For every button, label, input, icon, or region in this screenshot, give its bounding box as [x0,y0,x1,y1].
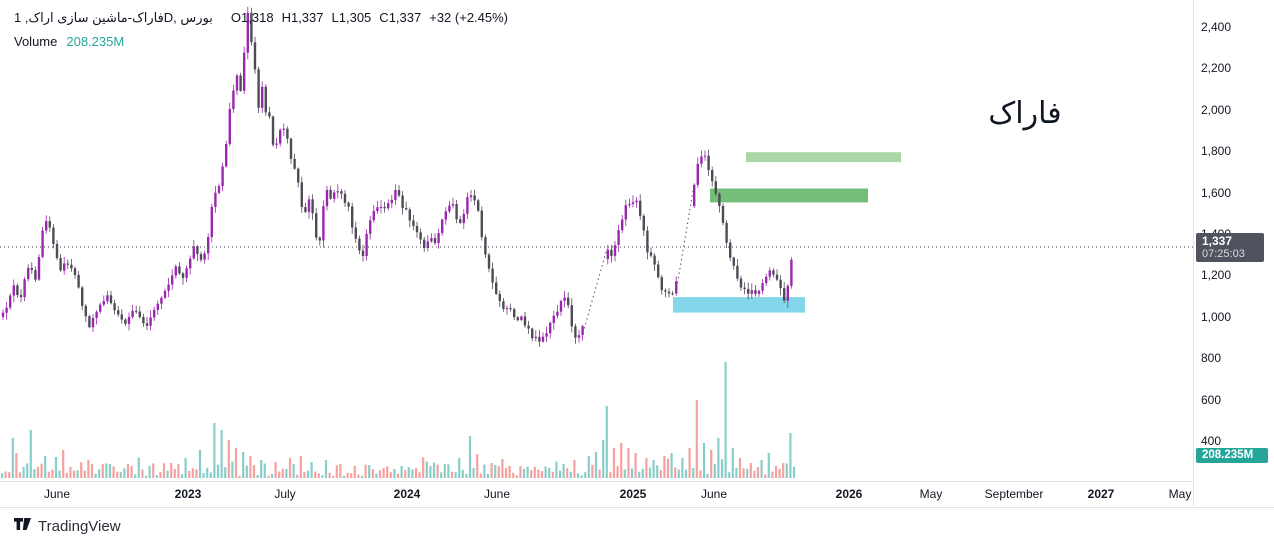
price-tick-label: 1,000 [1201,309,1232,324]
zone-supply-lower[interactable] [710,188,868,203]
time-axis[interactable]: June 2023 July 2024 June 2025 June 2026 May Septe… [0,481,1274,508]
time-tick-year: 2027 [1087,487,1115,501]
low-value: 1,305 [338,10,372,25]
price-tick-label: 1,800 [1201,144,1232,159]
time-tick-year: 2025 [619,487,647,501]
tradingview-logo[interactable]: TradingView [14,517,121,535]
time-tick-month: September [984,487,1044,501]
price-tick-label: 2,200 [1201,61,1232,76]
time-tick-month: June [483,487,511,501]
symbol-title[interactable]: فاراک-ماشین سازی اراک, 1D, بورس [14,10,213,25]
time-tick-month: June [700,487,728,501]
open-label: O [230,10,242,25]
price-tick-label: 2,400 [1201,20,1232,34]
volume-value: 208.235M [66,34,125,49]
price-tick-label: 800 [1201,351,1222,366]
high-label: H [281,10,291,25]
volume-axis-badge: 208.235M [1196,448,1268,463]
time-tick-year: 2026 [835,487,863,501]
price-tick-label: 2,000 [1201,102,1232,117]
zone-demand[interactable] [673,297,805,313]
volume-legend[interactable]: Volume 208.235M [14,34,124,49]
chart-canvas[interactable] [0,0,1193,481]
symbol-watermark: فاراک [988,97,1062,130]
time-tick-month: May [919,487,943,501]
high-value: 1,337 [290,10,324,25]
last-price: 1,337 [1202,233,1233,248]
gap-dotted-segment [582,251,607,334]
price-tick-label: 600 [1201,392,1222,407]
low-label: L [331,10,339,25]
open-value: 1,318 [241,10,274,25]
countdown-timer: 07:25:03 [1202,247,1245,260]
change-value: +32 (+2.45%) [429,10,509,25]
time-tick-month: July [274,487,296,501]
volume-label: Volume [14,34,58,49]
tradingview-logo-text: TradingView [38,517,121,535]
price-tick-label: 1,200 [1201,268,1232,283]
tradingview-logo-icon [14,517,31,535]
footer-bar: TradingView [0,507,1274,543]
price-axis[interactable]: 1,337 07:25:03 208.235M 2,400 2,200 2,000 1… [1193,0,1274,506]
volume-bars [0,362,796,478]
candlestick-series [1,6,793,347]
price-tick-label: 1,600 [1201,185,1232,200]
price-tick-label: 400 [1201,434,1222,448]
close-label: C [379,10,389,25]
time-tick-year: 2024 [393,487,421,501]
gap-dotted-segment [675,184,695,293]
time-tick-month: June [43,487,71,501]
symbol-legend[interactable]: فاراک-ماشین سازی اراک, 1D, بورس O1,318 H1,… [14,10,508,26]
last-price-badge: 1,337 07:25:03 [1196,232,1264,262]
time-tick-month: May [1168,487,1192,501]
time-tick-year: 2023 [174,487,202,501]
zone-supply-upper[interactable] [746,152,901,163]
close-value: 1,337 [388,10,422,25]
